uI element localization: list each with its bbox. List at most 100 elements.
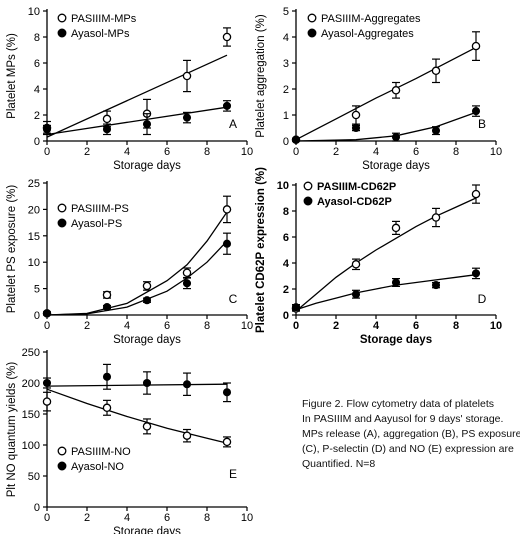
data-point-open <box>182 431 192 440</box>
caption-line: Quantified. N=8 <box>302 458 376 470</box>
x-axis-title: Storage days <box>113 160 181 172</box>
data-point-filled <box>471 269 481 278</box>
caption-line: (C), P-selectin (D) and NO (E) expressio… <box>302 443 514 455</box>
legend-label: Ayasol-NO <box>71 461 124 473</box>
x-tick-label: 8 <box>204 512 210 524</box>
caption-line: MPs release (A), aggregation (B), PS exp… <box>302 428 520 440</box>
legend-marker <box>57 218 67 228</box>
data-point-open <box>351 260 361 269</box>
y-axis-title: Platelet PS exposure (%) <box>6 185 18 314</box>
x-tick-label: 0 <box>44 512 50 524</box>
legend-marker <box>57 461 67 471</box>
x-tick-label: 0 <box>44 146 50 158</box>
x-axis-title: Storage days <box>362 160 430 172</box>
data-point-open <box>102 403 112 413</box>
fit-line <box>46 383 228 387</box>
y-axis-title: Plt NO quantum yields (%) <box>6 362 18 498</box>
x-tick-label: 0 <box>293 320 299 332</box>
y-tick-label: 6 <box>283 232 289 244</box>
y-tick-label: 0 <box>34 310 40 322</box>
legend-label: Ayasol-Aggregates <box>321 28 414 40</box>
data-point-filled <box>142 120 152 129</box>
data-point-open <box>222 32 232 42</box>
data-point-filled <box>222 388 232 397</box>
data-point-filled <box>222 101 232 110</box>
data-point-filled <box>102 303 112 312</box>
legend-marker <box>57 28 67 38</box>
data-point-filled <box>291 303 301 312</box>
legend-marker <box>307 28 317 38</box>
caption-line: Figure 2. Flow cytometry data of platele… <box>302 398 494 410</box>
legend-label: PASIIIM-MPs <box>71 13 137 25</box>
y-tick-label: 5 <box>283 6 289 18</box>
y-tick-label: 10 <box>28 257 40 269</box>
x-tick-label: 2 <box>84 320 90 332</box>
fit-line <box>295 46 477 141</box>
data-point-open <box>102 114 112 124</box>
caption-line: In PASIIIM and Aayusol for 9 days' stora… <box>302 413 504 425</box>
data-point-open <box>182 268 192 278</box>
x-tick-label: 4 <box>124 512 130 524</box>
y-tick-label: 5 <box>34 284 40 296</box>
x-tick-label: 0 <box>44 320 50 332</box>
data-point-filled <box>471 107 481 116</box>
data-point-filled <box>42 309 52 318</box>
y-tick-label: 0 <box>34 502 40 514</box>
fit-line <box>46 106 228 136</box>
x-tick-label: 10 <box>490 320 502 332</box>
legend-marker <box>57 13 67 23</box>
data-point-filled <box>42 378 52 388</box>
x-axis-title: Storage days <box>113 526 181 534</box>
x-tick-label: 4 <box>124 320 130 332</box>
y-tick-label: 50 <box>28 471 40 483</box>
x-tick-label: 6 <box>164 146 170 158</box>
y-tick-label: 2 <box>34 110 40 122</box>
x-axis-title: Storage days <box>360 334 432 346</box>
legend-marker <box>303 196 313 206</box>
x-tick-label: 4 <box>124 146 130 158</box>
x-axis-title: Storage days <box>113 334 181 346</box>
x-tick-label: 2 <box>84 512 90 524</box>
data-point-open <box>471 41 481 51</box>
data-point-filled <box>351 123 361 133</box>
data-point-filled <box>182 279 192 288</box>
data-point-filled <box>431 281 441 290</box>
y-axis-title: Platelet MPs (%) <box>6 33 18 119</box>
panel-b: 0 2 4 6 8 10 0 1 2 3 4 5 Storage days Platelet aggreg… <box>255 6 502 172</box>
legend-label: PASIIIM-PS <box>71 203 129 215</box>
y-tick-label: 25 <box>28 178 40 190</box>
y-axis-title: Platelet CD62P expression (%) <box>255 167 267 333</box>
panel-label: B <box>478 117 486 131</box>
y-tick-label: 250 <box>22 347 40 359</box>
data-point-filled <box>391 278 401 287</box>
y-tick-label: 20 <box>28 204 40 216</box>
y-tick-label: 200 <box>22 378 40 390</box>
data-point-open <box>431 213 441 222</box>
x-tick-label: 10 <box>241 320 253 332</box>
data-point-filled <box>182 380 192 389</box>
data-point-open <box>431 66 441 76</box>
data-point-filled <box>222 239 232 248</box>
y-tick-label: 4 <box>34 84 40 96</box>
y-tick-label: 10 <box>277 180 289 192</box>
panel-label: E <box>229 467 237 481</box>
x-tick-label: 2 <box>333 320 339 332</box>
y-tick-label: 0 <box>34 136 40 148</box>
x-tick-label: 6 <box>164 512 170 524</box>
y-tick-label: 0 <box>283 310 289 322</box>
legend-label: Ayasol-MPs <box>71 28 130 40</box>
data-point-open <box>222 437 232 447</box>
panel-c: 0 2 4 6 8 10 0 5 10 15 20 25 Storage days Platelet PS… <box>6 178 253 346</box>
data-point-filled <box>351 290 361 299</box>
y-tick-label: 0 <box>283 136 289 148</box>
panel-d: 0 2 4 6 8 10 0 2 4 6 8 10 Storage days Platelet CD62P… <box>255 167 502 346</box>
panel-label: C <box>229 292 238 306</box>
y-tick-label: 150 <box>22 409 40 421</box>
data-point-open <box>471 189 481 199</box>
y-tick-label: 4 <box>283 258 290 270</box>
y-tick-label: 6 <box>34 58 40 70</box>
data-point-open <box>42 397 52 406</box>
fit-line <box>295 197 477 312</box>
